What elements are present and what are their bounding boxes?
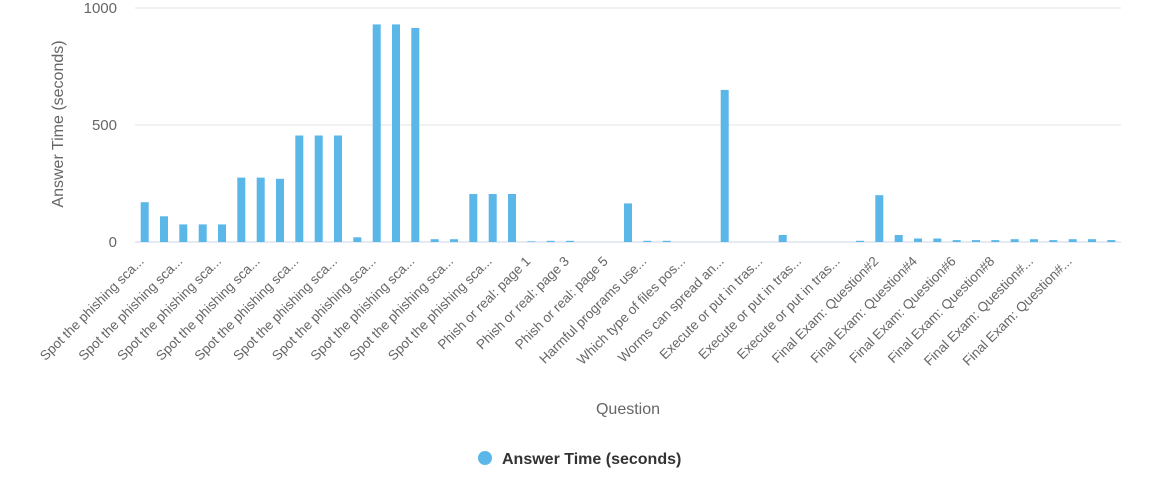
bar[interactable] (546, 240, 555, 242)
bar[interactable] (1107, 240, 1116, 242)
bar[interactable] (295, 135, 304, 243)
bar[interactable] (237, 177, 246, 242)
bar[interactable] (894, 235, 903, 242)
bar[interactable] (952, 240, 961, 242)
bar[interactable] (218, 224, 226, 242)
bar[interactable] (430, 239, 439, 242)
bar[interactable] (1010, 239, 1019, 242)
bar[interactable] (1068, 239, 1077, 242)
bar[interactable] (488, 194, 497, 242)
bar[interactable] (856, 240, 864, 242)
bar[interactable] (469, 194, 478, 242)
bar[interactable] (527, 241, 536, 242)
bar[interactable] (160, 216, 168, 242)
bar[interactable] (353, 237, 362, 242)
bar[interactable] (450, 239, 458, 242)
bar[interactable] (972, 240, 980, 242)
bar[interactable] (1088, 239, 1096, 242)
bar[interactable] (256, 177, 265, 242)
bar[interactable] (140, 202, 149, 242)
bar[interactable] (662, 240, 671, 242)
bar[interactable] (179, 224, 188, 242)
bar[interactable] (566, 240, 574, 242)
bar[interactable] (276, 178, 284, 242)
bar[interactable] (991, 240, 1000, 242)
legend[interactable]: Answer Time (seconds) (478, 451, 681, 468)
bar[interactable] (720, 89, 729, 243)
bar[interactable] (334, 135, 342, 243)
y-tick-label: 500 (92, 117, 117, 134)
bar[interactable] (392, 24, 400, 243)
bar[interactable] (1030, 239, 1038, 242)
y-axis-title: Answer Time (seconds) (50, 40, 67, 207)
legend-marker (478, 451, 492, 465)
x-axis-ticks: Spot the phishing sca...Spot the phishin… (37, 253, 1075, 368)
bar[interactable] (508, 194, 516, 242)
legend-label[interactable]: Answer Time (seconds) (502, 451, 681, 468)
bar[interactable] (778, 235, 787, 242)
bar[interactable] (914, 238, 922, 243)
x-axis-title: Question (596, 401, 660, 418)
bar[interactable] (411, 27, 420, 243)
bar[interactable] (1049, 240, 1058, 242)
y-axis-ticks: 0 500 1000 (84, 0, 117, 251)
y-tick-label: 1000 (84, 0, 117, 17)
bar[interactable] (933, 238, 942, 243)
bar[interactable] (198, 224, 207, 242)
bar[interactable] (372, 24, 381, 243)
bar-series (140, 24, 1116, 243)
bar[interactable] (643, 240, 652, 242)
bar[interactable] (314, 135, 323, 243)
bar[interactable] (624, 203, 632, 242)
bar[interactable] (875, 195, 884, 242)
y-tick-label: 0 (109, 234, 117, 251)
